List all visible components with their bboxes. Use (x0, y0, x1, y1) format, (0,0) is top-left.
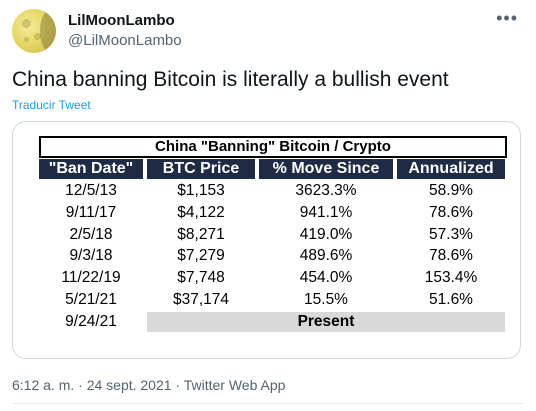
moon-crater (22, 19, 31, 28)
last-ban-date: 9/24/21 (65, 313, 117, 330)
more-horizontal-icon[interactable]: ••• (496, 8, 518, 28)
author-name[interactable]: LilMoonLambo (68, 12, 175, 29)
author-handle[interactable]: @LilMoonLambo (68, 32, 182, 49)
cell-ban-date: 12/5/13 (65, 182, 117, 199)
divider (12, 403, 524, 404)
cell-move-since: 3623.3% (295, 182, 357, 199)
cell-annualized: 153.4% (424, 269, 478, 287)
header-ban-date: "Ban Date" (39, 159, 143, 179)
tweet-timestamp[interactable]: 6:12 a. m. · 24 sept. 2021 · Twitter Web… (12, 377, 286, 393)
table-title: China "Banning" Bitcoin / Crypto (39, 136, 507, 158)
translate-tweet-link[interactable]: Traducir Tweet (12, 98, 91, 112)
header-annualized: Annualized (397, 159, 505, 179)
header-move-since: % Move Since (259, 159, 393, 179)
cell-btc-price: $7,748 (177, 269, 225, 287)
cell-move-since: 419.0% (299, 225, 353, 243)
cell-annualized: 78.6% (429, 203, 473, 221)
cell-btc-price: $1,153 (177, 182, 225, 199)
cell-ban-date: 2/5/18 (69, 225, 113, 243)
cell-btc-price: $8,271 (177, 225, 225, 243)
cell-ban-date: 9/11/17 (65, 203, 117, 221)
cell-annualized: 78.6% (429, 247, 473, 265)
cell-ban-date: 11/22/19 (61, 269, 121, 287)
cell-annualized: 57.3% (429, 225, 473, 243)
header-btc-price: BTC Price (147, 159, 255, 179)
tweet-text: China banning Bitcoin is literally a bul… (12, 68, 449, 91)
tweet-media-image[interactable]: China "Banning" Bitcoin / Crypto "Ban Da… (12, 121, 521, 359)
present-bar: Present (147, 312, 505, 332)
cell-ban-date: 9/3/18 (69, 247, 113, 265)
cell-annualized: 51.6% (429, 291, 473, 308)
avatar[interactable] (12, 9, 56, 53)
cell-annualized: 58.9% (429, 182, 473, 199)
cell-move-since: 941.1% (299, 203, 353, 221)
cell-move-since: 489.6% (299, 247, 353, 265)
cell-move-since: 454.0% (299, 269, 353, 287)
moon-crater (34, 33, 41, 40)
moon-crater (24, 37, 29, 42)
cell-btc-price: $7,279 (177, 247, 225, 265)
cell-btc-price: $37,174 (172, 291, 230, 308)
cell-move-since: 15.5% (304, 291, 348, 308)
cell-btc-price: $4,122 (177, 203, 225, 221)
moon-shadow (40, 9, 56, 53)
cell-ban-date: 5/21/21 (65, 291, 117, 308)
